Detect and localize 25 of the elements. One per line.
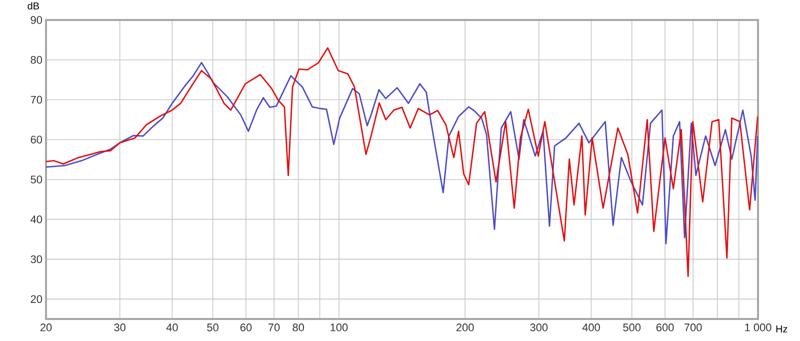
x-tick-label: 400 [582, 324, 600, 332]
x-tick-label: 80 [292, 324, 304, 332]
x-tick-label: 500 [623, 324, 641, 332]
y-tick-label: 70 [30, 96, 42, 104]
y-tick-label: 50 [30, 176, 42, 184]
x-tick-label: 600 [656, 324, 674, 332]
x-tick-label: 30 [114, 324, 126, 332]
x-tick-label: 700 [684, 324, 702, 332]
x-tick-label: 40 [166, 324, 178, 332]
x-tick-label: 70 [268, 324, 280, 332]
y-tick-label: 40 [30, 215, 42, 224]
y-tick-label: 20 [30, 295, 42, 303]
x-tick-label: 300 [530, 324, 548, 332]
y-axis-title: dB [28, 2, 39, 10]
y-tick-label: 30 [30, 255, 42, 264]
x-tick-label: 20 [40, 324, 52, 332]
y-tick-label: 60 [30, 136, 42, 144]
x-tick-label: 100 [330, 324, 348, 332]
x-tick-label: 1 000 [745, 324, 772, 332]
x-tick-label: 50 [207, 324, 218, 332]
y-tick-label: 90 [30, 16, 42, 24]
x-tick-label: 60 [240, 324, 252, 332]
x-axis-title: Hz [776, 326, 788, 332]
x-tick-label: 200 [456, 324, 474, 332]
y-tick-label: 80 [30, 56, 42, 64]
